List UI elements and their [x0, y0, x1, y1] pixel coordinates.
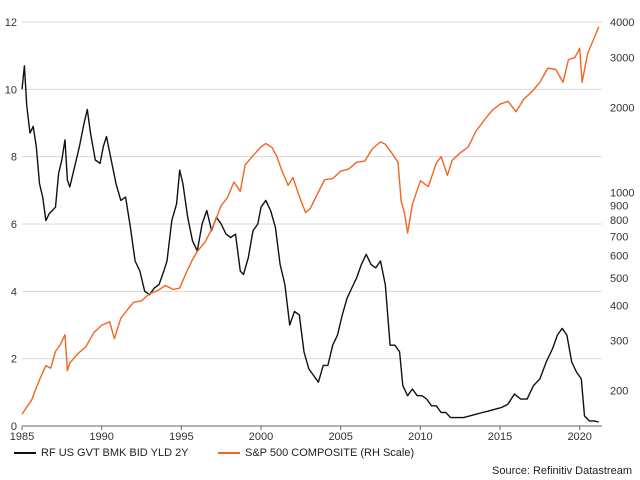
legend-swatch-yield [14, 452, 36, 454]
right-y-tick-label-200: 200 [610, 386, 628, 398]
right-y-tick-label-600: 600 [610, 250, 628, 262]
left-y-tick-label-12: 12 [5, 17, 17, 29]
legend-label-spx: S&P 500 COMPOSITE (RH Scale) [245, 447, 415, 459]
x-tick-label-1985: 1985 [10, 431, 34, 443]
right-y-tick-label-300: 300 [610, 336, 628, 348]
x-tick-label-2020: 2020 [567, 431, 591, 443]
left-y-tick-label-10: 10 [5, 84, 17, 96]
source-note: Source: Refinitiv Datastream [492, 465, 632, 477]
right-y-tick-label-4000: 4000 [610, 17, 634, 29]
left-y-axis: 0 2 4 6 8 10 12 [5, 17, 17, 433]
x-tick-label-2005: 2005 [328, 431, 352, 443]
sp500-line [21, 26, 600, 415]
legend-swatch-spx [218, 452, 240, 454]
left-y-tick-label-2: 2 [11, 354, 17, 366]
right-y-tick-label-3000: 3000 [610, 52, 634, 64]
right-y-tick-label-900: 900 [610, 201, 628, 213]
right-y-tick-label-1000: 1000 [610, 188, 634, 200]
x-tick-label-1995: 1995 [169, 431, 193, 443]
left-y-tick-label-8: 8 [11, 152, 17, 164]
yield-2y-line [21, 65, 599, 423]
x-tick-label-2000: 2000 [249, 431, 273, 443]
x-tick-label-2015: 2015 [488, 431, 512, 443]
x-tick-label-1990: 1990 [89, 431, 113, 443]
right-y-tick-label-700: 700 [610, 231, 628, 243]
right-y-tick-label-2000: 2000 [610, 102, 634, 114]
left-y-tick-label-0: 0 [11, 421, 17, 433]
legend-item-spx: S&P 500 COMPOSITE (RH Scale) [218, 447, 414, 459]
gridlines [22, 21, 602, 360]
left-y-tick-label-4: 4 [11, 286, 17, 298]
x-tick-label-2010: 2010 [408, 431, 432, 443]
right-y-tick-label-400: 400 [610, 300, 628, 312]
left-y-tick-label-6: 6 [11, 219, 17, 231]
right-y-tick-label-800: 800 [610, 215, 628, 227]
series-lines [21, 26, 600, 423]
x-axis: 1985 1990 1995 2000 2005 2010 2015 2020 [10, 425, 602, 443]
legend-item-yield: RF US GVT BMK BID YLD 2Y [14, 447, 189, 459]
legend-label-yield: RF US GVT BMK BID YLD 2Y [41, 447, 189, 459]
legend: RF US GVT BMK BID YLD 2Y S&P 500 COMPOSI… [0, 447, 640, 465]
right-y-tick-label-500: 500 [610, 273, 628, 285]
